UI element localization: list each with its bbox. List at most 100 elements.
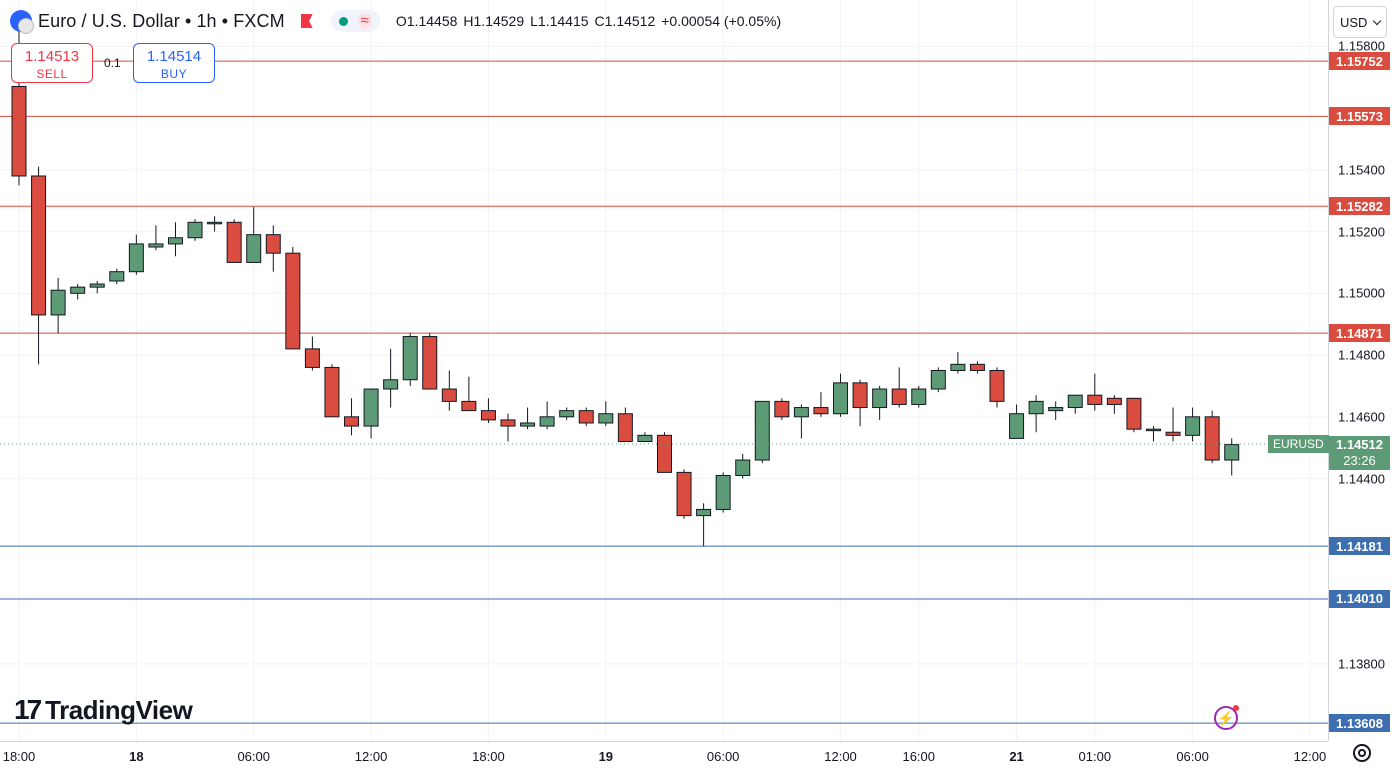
candle[interactable] (344, 398, 360, 436)
candle[interactable] (793, 404, 809, 439)
candle[interactable] (578, 407, 594, 427)
time-tick-label: 06:00 (706, 749, 740, 764)
currency-value: USD (1340, 14, 1368, 30)
market-status-pill[interactable]: ≈ (330, 10, 380, 32)
currency-pair-icon (10, 10, 34, 34)
candle[interactable] (1087, 373, 1103, 411)
candle[interactable] (559, 407, 575, 420)
candle[interactable] (715, 472, 731, 513)
candle[interactable] (1106, 395, 1122, 414)
candle[interactable] (911, 385, 927, 408)
candle-body-down (480, 410, 496, 421)
candle[interactable] (1028, 395, 1044, 433)
candle-body-up (715, 474, 731, 510)
candle[interactable] (676, 469, 692, 519)
candle[interactable] (1126, 397, 1142, 433)
brand-name: TradingView (45, 694, 193, 725)
candle[interactable] (285, 247, 301, 350)
candle[interactable] (520, 407, 536, 430)
candle[interactable] (950, 351, 966, 374)
candle[interactable] (324, 364, 340, 418)
candle[interactable] (187, 219, 203, 241)
candle[interactable] (1048, 401, 1064, 420)
candle[interactable] (1067, 394, 1083, 414)
candle[interactable] (598, 401, 614, 427)
candle-body-up (1009, 413, 1025, 439)
candle[interactable] (383, 348, 399, 408)
candle[interactable] (402, 333, 418, 386)
candle[interactable] (813, 392, 829, 417)
level-price-tag: 1.14181 (1329, 537, 1390, 556)
price-chart[interactable] (0, 0, 1328, 741)
candle[interactable] (989, 367, 1005, 408)
candle[interactable] (891, 367, 907, 408)
candle[interactable] (441, 370, 457, 411)
candle-body-up (1028, 400, 1044, 415)
candle-body-up (89, 283, 105, 288)
candle-body-up (559, 410, 575, 418)
candle-body-up (128, 243, 144, 273)
candle[interactable] (774, 398, 790, 420)
candle[interactable] (363, 388, 379, 439)
candle[interactable] (500, 413, 516, 442)
sell-button[interactable]: 1.14513 SELL (11, 43, 93, 83)
candle[interactable] (265, 225, 281, 272)
candle[interactable] (1204, 410, 1220, 464)
candle[interactable] (167, 222, 183, 257)
candle[interactable] (1009, 404, 1025, 439)
candle[interactable] (70, 284, 86, 300)
candle[interactable] (31, 166, 47, 365)
candle[interactable] (246, 206, 262, 263)
candle[interactable] (656, 432, 672, 473)
candle-body-up (1067, 394, 1083, 409)
buy-button[interactable]: 1.14514 BUY (133, 43, 215, 83)
candle[interactable] (89, 280, 105, 294)
candle[interactable] (480, 398, 496, 423)
candle[interactable] (109, 268, 125, 285)
candle[interactable] (872, 385, 888, 420)
lot-size[interactable]: 0.1 (104, 56, 121, 70)
candle[interactable] (1224, 438, 1240, 476)
candle[interactable] (754, 400, 770, 464)
candle[interactable] (735, 453, 751, 479)
candle[interactable] (833, 373, 849, 417)
candle-body-up (187, 221, 203, 239)
candle-body-down (1204, 416, 1220, 461)
time-axis[interactable]: 18:00 18 06:00 12:00 18:00 19 06:00 12:00 16:00 2… (0, 741, 1328, 771)
candle-body-up (70, 286, 86, 294)
candle[interactable] (128, 234, 144, 275)
candle-body-up (50, 289, 66, 316)
candle[interactable] (969, 361, 985, 374)
time-tick-label: 12:00 (824, 749, 857, 764)
settings-gear-icon[interactable] (1353, 744, 1371, 762)
candle[interactable] (637, 432, 653, 443)
candle[interactable] (461, 376, 477, 412)
candle[interactable] (207, 216, 223, 232)
candle[interactable] (617, 407, 633, 443)
candle-body-down (969, 363, 985, 372)
candle[interactable] (50, 277, 66, 334)
candle[interactable] (1165, 407, 1181, 442)
candle[interactable] (1145, 426, 1161, 442)
time-tick-label: 18 (129, 749, 144, 764)
candle[interactable] (539, 401, 555, 430)
candle-body-up (167, 237, 183, 245)
candle[interactable] (304, 336, 320, 371)
time-tick-label: 16:00 (902, 749, 936, 764)
candle-body-down (617, 413, 633, 443)
candle[interactable] (930, 367, 946, 393)
candle-body-up (950, 363, 966, 372)
currency-select[interactable]: USD (1333, 6, 1387, 38)
candle[interactable] (148, 225, 164, 251)
tradingview-logo[interactable]: 17 TradingView (14, 694, 193, 726)
candle[interactable] (696, 503, 712, 547)
candle[interactable] (226, 219, 242, 263)
data-delay-icon: ≈ (357, 13, 372, 29)
candle[interactable] (1185, 407, 1201, 442)
alert-bolt-icon[interactable]: ⚡ (1214, 705, 1239, 730)
candle[interactable] (422, 333, 438, 390)
flag-icon[interactable] (300, 14, 313, 28)
candle-body-down (891, 388, 907, 405)
candle[interactable] (852, 379, 868, 427)
symbol-title[interactable]: Euro / U.S. Dollar • 1h • FXCM (38, 10, 285, 31)
